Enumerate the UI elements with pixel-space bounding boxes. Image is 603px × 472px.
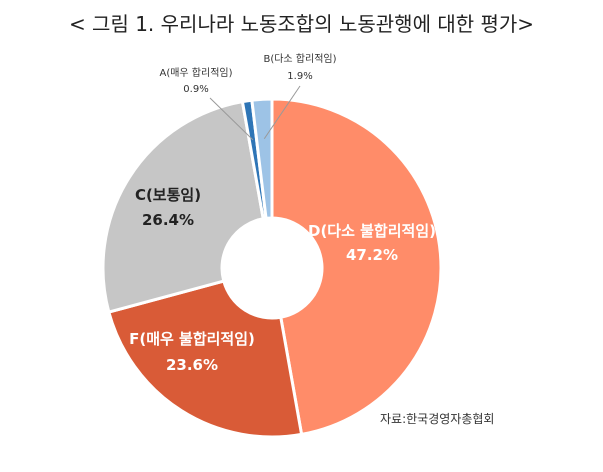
source-note: 자료:한국경영자총협회 <box>380 412 495 426</box>
leader-line-4 <box>209 97 254 141</box>
slice-3 <box>101 99 265 314</box>
slice-value-label-4: 0.9% <box>183 84 208 95</box>
slice-value-label-1: 47.2% <box>346 246 398 264</box>
slice-value-label-2: 23.6% <box>166 356 218 374</box>
chart-title: < 그림 1. 우리나라 노동조합의 노동관행에 대한 평가> <box>68 12 535 36</box>
slice-name-label-3: C(보통임) <box>135 186 201 204</box>
slice-5 <box>250 97 274 221</box>
slice-name-label-2: F(매우 불합리적임) <box>129 330 255 348</box>
slice-name-label-4: A(매우 합리적임) <box>159 66 232 79</box>
slice-value-label-5: 1.9% <box>287 71 312 82</box>
slice-name-label-5: B(다소 합리적임) <box>263 52 336 65</box>
leader-line-5 <box>263 85 301 140</box>
slice-1 <box>270 97 443 437</box>
slice-value-label-3: 26.4% <box>142 211 194 229</box>
slice-2 <box>107 279 304 439</box>
slice-name-label-1: D(다소 불합리적임) <box>308 222 436 240</box>
